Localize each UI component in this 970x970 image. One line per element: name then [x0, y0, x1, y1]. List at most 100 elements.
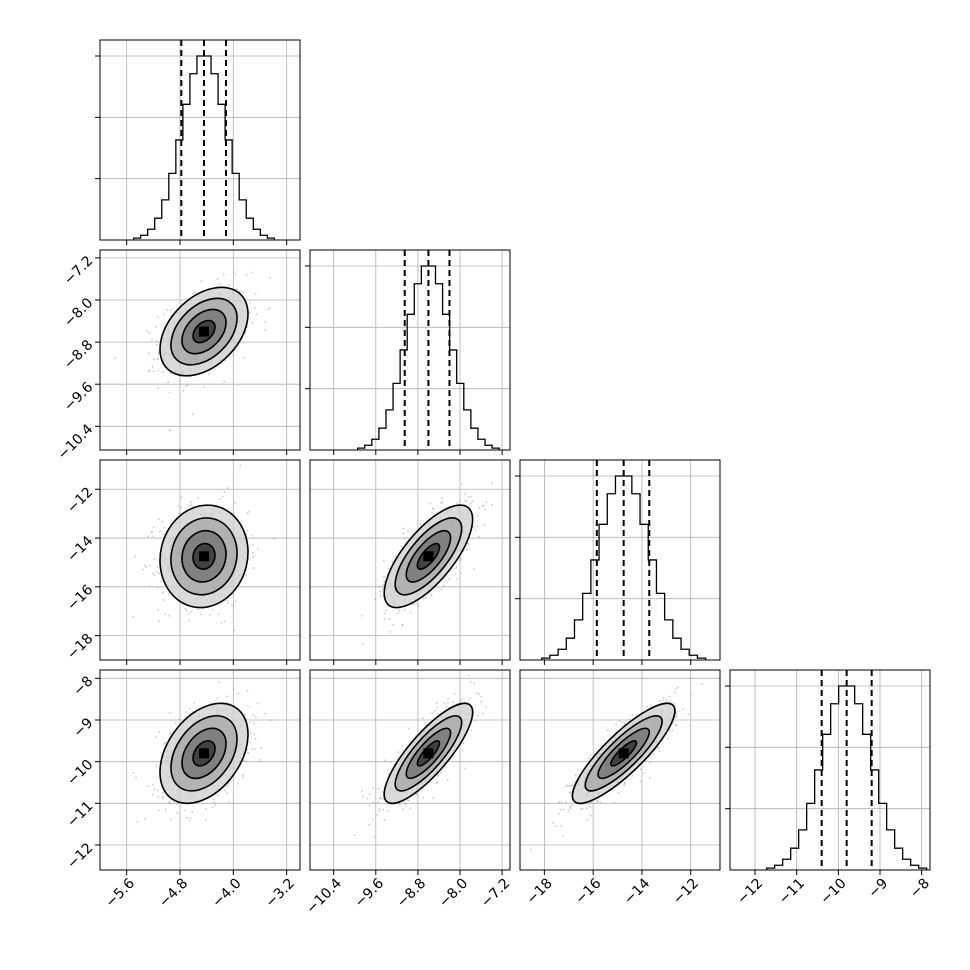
- panel-1-0-point: [191, 413, 194, 416]
- panel-1-0-point: [163, 313, 165, 316]
- panel-3-0-point: [155, 736, 158, 738]
- panel-2-0-point: [226, 599, 229, 602]
- panel-3-1-point: [353, 834, 356, 837]
- panel-1-0-point: [254, 293, 257, 295]
- panel-2-0-point: [253, 555, 256, 557]
- panel-3-0-point: [242, 774, 245, 777]
- panel-3-2-point: [649, 777, 651, 779]
- panel-2-0-point: [149, 585, 152, 587]
- panel-3-1-point: [435, 706, 438, 709]
- panel-3-0-point: [176, 811, 179, 814]
- panel-3-1-point: [383, 819, 386, 821]
- panel-3-1-point: [434, 709, 436, 712]
- panel-2-0-point: [162, 599, 165, 601]
- x-tick-label-0-0: −5.6: [103, 875, 138, 910]
- panel-3-2-point: [569, 785, 571, 787]
- panel-2-1-point: [478, 506, 481, 509]
- y-tick-label-1-1: −9.6: [61, 379, 96, 414]
- panel-1-0-point: [147, 370, 150, 373]
- panel-2-1-point: [482, 504, 484, 507]
- panel-3-0-point: [259, 758, 261, 761]
- panel-3-0-point: [161, 797, 164, 799]
- panel-3-0-point: [157, 809, 160, 812]
- panel-2-1-point: [379, 595, 382, 597]
- panel-3-1-point: [453, 692, 456, 695]
- x-tick-label-2-2: −14: [621, 875, 653, 907]
- panel-3-2-point: [689, 724, 692, 727]
- panel-2-0-point: [162, 526, 165, 529]
- panel-2-1-point: [459, 559, 461, 562]
- panel-3-2-point: [652, 753, 655, 755]
- panel-3-1-point: [456, 702, 459, 704]
- panel-1-0-point: [208, 373, 210, 375]
- panel-3-2-point: [580, 808, 582, 811]
- panel-2-0-contour-0: [159, 504, 249, 609]
- panel-2-1-point: [471, 500, 474, 502]
- panel-0-0-frame: [99, 39, 301, 241]
- panel-2-1-point: [429, 502, 432, 505]
- panel-3-1-point: [452, 701, 455, 704]
- x-tick-label-2-3: −12: [670, 876, 702, 908]
- panel-1-0-point: [200, 280, 203, 283]
- panel-2-0-point: [180, 506, 183, 508]
- panel-3-0-point: [233, 688, 235, 691]
- panel-3-0-point: [193, 701, 196, 704]
- panel-1-0-point: [191, 292, 194, 295]
- panel-1-0-point: [168, 391, 171, 394]
- panel-1-0-point: [223, 380, 226, 383]
- x-tick-label-1-2: −8.8: [394, 876, 429, 911]
- panel-3-2-point: [671, 729, 674, 732]
- panel-2-0-peak: [199, 551, 209, 562]
- panel-2-0-point: [142, 568, 145, 571]
- panel-3-1-point: [368, 823, 370, 826]
- panel-3-2-point: [654, 748, 657, 751]
- panel-2-0-contour-2: [181, 529, 227, 583]
- panel-2-1-point: [374, 598, 376, 601]
- panel-2-1-point: [467, 496, 470, 498]
- panel-2-0-point: [185, 609, 188, 612]
- panel-2-1-point: [485, 501, 488, 504]
- panel-3-1-point: [436, 781, 439, 784]
- panel-3-2-point: [617, 791, 620, 794]
- panel-2-0-point: [149, 565, 152, 567]
- panel-2-0-point: [158, 518, 160, 521]
- panel-1-0-point: [245, 274, 248, 276]
- panel-2-1-contour-3: [416, 542, 441, 570]
- panel-2-1-point: [422, 597, 425, 600]
- panel-3-1-point: [422, 717, 424, 720]
- panel-3-0-point: [169, 802, 171, 805]
- panel-1-0-point: [185, 385, 187, 387]
- panel-3-2-point: [574, 774, 577, 776]
- panel-2-1-point: [455, 567, 457, 570]
- panel-3-1-contour-0: [383, 702, 474, 805]
- panel-2-0-point: [273, 537, 276, 540]
- y-tick-label-1-3: −8.0: [61, 295, 96, 330]
- panel-3-1-point: [368, 793, 371, 796]
- panel-3-1-point: [372, 818, 374, 821]
- panel-2-0-point: [252, 567, 255, 570]
- panel-3-0-point: [185, 711, 188, 714]
- panel-2-0-point: [167, 593, 170, 596]
- panel-2-0-point: [184, 607, 187, 610]
- panel-3-1-point: [386, 768, 389, 771]
- panel-1-0-point: [250, 271, 253, 274]
- panel-3-1-point: [431, 712, 433, 715]
- panel-3-2-point: [561, 835, 564, 838]
- panel-1-0-point: [167, 381, 170, 384]
- panel-2-1-contour-2: [405, 529, 452, 583]
- panel-2-0-point: [144, 564, 147, 567]
- panel-2-1-point: [381, 587, 384, 590]
- panel-3-0-point: [211, 806, 214, 809]
- panel-2-0-contour-3: [192, 542, 216, 570]
- x-tick-label-0-3: −3.2: [263, 876, 298, 911]
- panel-3-2-point: [585, 807, 588, 810]
- panel-2-1-point: [409, 611, 412, 614]
- panel-2-0-point: [134, 555, 137, 558]
- panel-3-2-point: [606, 729, 609, 732]
- y-tick-label-2-2: −14: [64, 533, 96, 565]
- panel-3-1-point: [416, 793, 418, 796]
- panel-3-0-point: [170, 818, 173, 821]
- panel-3-2-point: [596, 800, 599, 803]
- panel-3-2-point: [662, 696, 665, 699]
- panel-1-0-point: [254, 307, 256, 309]
